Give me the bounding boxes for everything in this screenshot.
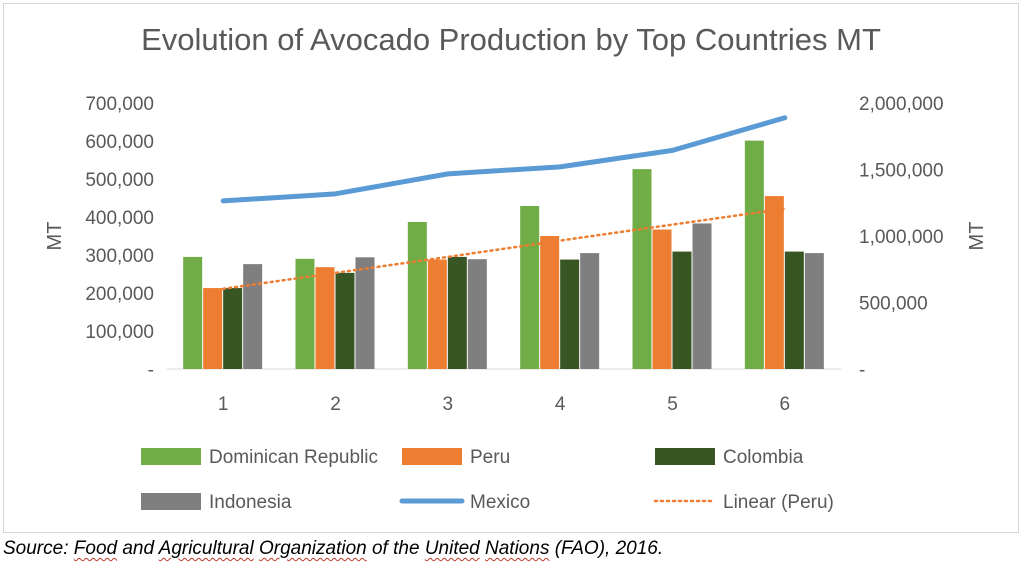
x-tick-label: 3: [443, 394, 454, 415]
bar-peru: [315, 267, 335, 369]
y-tick-label: 600,000: [85, 132, 154, 153]
bar-dominican-republic: [744, 140, 764, 369]
source-text: Food: [73, 538, 118, 559]
source-text: Organization: [258, 538, 367, 559]
bar-dominican-republic: [520, 205, 540, 369]
bar-indonesia: [580, 253, 600, 369]
legend-label-indonesia: Indonesia: [209, 492, 292, 513]
legend-swatch-colombia: [655, 448, 715, 465]
y2-axis-title: MT: [966, 222, 988, 251]
y-tick-label: 200,000: [85, 284, 154, 305]
x-tick-label: 5: [667, 394, 678, 415]
y-axis-title: MT: [44, 222, 66, 251]
bar-colombia: [672, 251, 692, 369]
bar-colombia: [447, 256, 467, 369]
legend-label-mexico: Mexico: [470, 492, 530, 513]
y-tick-label: 300,000: [85, 246, 154, 267]
y-tick-label: 400,000: [85, 208, 154, 229]
source-text: and: [117, 538, 159, 559]
bar-indonesia: [692, 223, 712, 369]
x-tick-label: 1: [218, 394, 229, 415]
y-tick-label: -: [148, 360, 154, 381]
y2-tick-label: 2,000,000: [859, 94, 944, 115]
lines-layer: [220, 115, 788, 291]
x-tick-label: 6: [780, 394, 791, 415]
legend-label-dominican-republic: Dominican Republic: [209, 447, 378, 468]
bar-colombia: [223, 288, 243, 369]
chart-svg: Evolution of Avocado Production by Top C…: [44, 22, 988, 513]
bar-colombia: [335, 272, 355, 369]
bar-dominican-republic: [295, 258, 315, 369]
legend-swatch-peru: [402, 448, 462, 465]
x-tick-label: 2: [330, 394, 341, 415]
legend-label-peru: Peru: [470, 447, 510, 468]
legend-swatch-dominican-republic: [141, 448, 201, 465]
bar-peru: [652, 229, 672, 369]
bar-indonesia: [804, 253, 824, 369]
y-tick-label: 700,000: [85, 94, 154, 115]
legend: Dominican Republic Peru Colombia Indonesia M…: [141, 447, 834, 513]
bar-peru: [540, 236, 560, 369]
axes-layer: - 100,000 200,000 300,000 400,000 500,000 600,…: [44, 94, 988, 415]
bar-indonesia: [467, 259, 487, 369]
chart-title: Evolution of Avocado Production by Top C…: [141, 22, 881, 57]
source-text: of the: [366, 538, 425, 559]
line-mexico: [220, 115, 788, 204]
bar-dominican-republic: [407, 221, 427, 369]
x-tick-label: 4: [555, 394, 566, 415]
bar-dominican-republic: [632, 169, 652, 369]
source-text: Agricultural: [158, 538, 254, 559]
y2-tick-label: -: [859, 360, 865, 381]
source-text: Nations: [485, 538, 550, 559]
chart-frame: Evolution of Avocado Production by Top C…: [3, 3, 1019, 533]
y-tick-label: 100,000: [85, 322, 154, 343]
y-tick-label: 500,000: [85, 170, 154, 191]
y2-tick-label: 1,500,000: [859, 161, 944, 182]
source-note: Source: Food and Agricultural Organizati…: [3, 538, 663, 560]
bar-colombia: [560, 259, 580, 369]
legend-swatch-indonesia: [141, 493, 201, 510]
bar-colombia: [784, 251, 804, 369]
bar-peru: [764, 196, 784, 369]
source-text: United: [424, 538, 480, 559]
source-text: (FAO), 2016.: [549, 538, 664, 559]
bar-dominican-republic: [183, 256, 203, 369]
bar-indonesia: [243, 264, 263, 369]
bar-peru: [427, 259, 447, 369]
bar-peru: [203, 288, 223, 369]
bar-indonesia: [355, 257, 375, 369]
y2-tick-label: 500,000: [859, 294, 928, 315]
bars-layer: [183, 140, 824, 369]
legend-label-colombia: Colombia: [723, 447, 804, 468]
source-prefix: Source:: [3, 538, 74, 559]
legend-label-linear-peru: Linear (Peru): [723, 492, 834, 513]
y2-tick-label: 1,000,000: [859, 227, 944, 248]
trendline-peru: [221, 207, 787, 291]
